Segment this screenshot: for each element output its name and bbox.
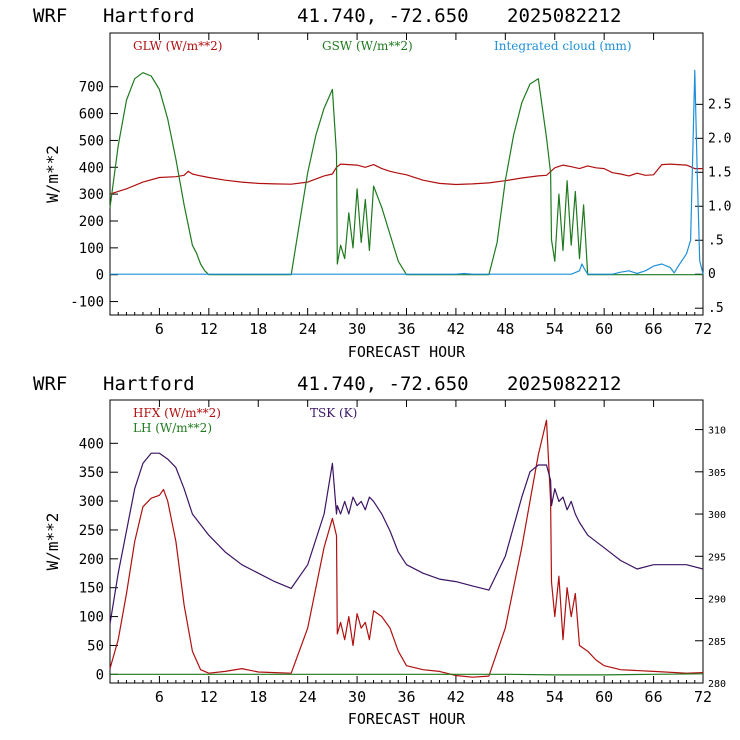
x-tick-label: 48: [496, 320, 514, 338]
y-axis-label: W/m**2: [43, 145, 62, 203]
x-tick-label: 72: [694, 320, 712, 338]
x-tick-label: 18: [249, 688, 267, 706]
x-tick-label: 48: [496, 688, 514, 706]
y2-tick-label: 295: [708, 552, 726, 563]
series-line-2: [109, 452, 704, 624]
y-tick-label: 600: [79, 107, 104, 123]
legend-entry: HFX (W/m**2): [133, 406, 221, 420]
chart-panel-1: WRF Hartford 41.740, -72.650 2025082212 6 12 1…: [33, 5, 731, 361]
series-line-2: [110, 69, 704, 275]
series-line-0: [109, 163, 703, 195]
x-tick-label: 60: [595, 320, 613, 338]
y-tick-label: 150: [79, 581, 104, 597]
x-tick-label: 60: [595, 688, 613, 706]
x-tick-label: 66: [645, 320, 663, 338]
header-location: Hartford: [103, 373, 195, 395]
x-tick-label: 6: [155, 688, 164, 706]
y-tick-label: 250: [79, 523, 104, 539]
y-axis-label: W/m**2: [43, 513, 62, 571]
x-tick-label: 6: [155, 320, 164, 338]
x-tick-label: 12: [200, 688, 218, 706]
legend-entry: Integrated cloud (mm): [494, 39, 632, 53]
plot-frame: [109, 399, 704, 684]
x-axis-label: FORECAST HOUR: [348, 710, 466, 728]
series-line-1: [110, 673, 704, 676]
y2-tick-label: 300: [708, 510, 726, 521]
y-tick-label: 0: [96, 667, 104, 683]
y-tick-label: -100: [70, 295, 104, 311]
y2-tick-label: 2.0: [708, 131, 731, 146]
y2-tick-label: 0: [708, 267, 716, 282]
x-tick-label: 24: [299, 320, 317, 338]
y2-tick-label: 1.0: [708, 199, 731, 214]
header-model: WRF: [33, 373, 67, 395]
x-tick-label: 72: [694, 688, 712, 706]
plot-frame: [109, 32, 704, 316]
y-tick-label: 500: [79, 133, 104, 149]
y2-tick-label: 2.5: [708, 97, 731, 112]
y-tick-label: 700: [79, 80, 104, 96]
series-line-1: [109, 72, 703, 276]
x-tick-label: 54: [546, 320, 564, 338]
x-tick-label: 36: [397, 688, 415, 706]
y-tick-label: 400: [79, 160, 104, 176]
series-line-0: [109, 419, 704, 678]
legend-entry: TSK (K): [310, 406, 357, 420]
x-tick-label: 24: [299, 688, 317, 706]
y-tick-label: 50: [87, 638, 104, 654]
y2-tick-label: .5: [708, 301, 724, 316]
y2-tick-label: 1.5: [708, 165, 731, 180]
header-run: 2025082212: [507, 5, 621, 27]
y-tick-label: 300: [79, 494, 104, 510]
y-tick-label: 350: [79, 465, 104, 481]
x-tick-label: 30: [348, 320, 366, 338]
x-tick-label: 18: [249, 320, 267, 338]
x-axis-label: FORECAST HOUR: [348, 343, 466, 361]
header-coords: 41.740, -72.650: [297, 5, 469, 27]
x-tick-label: 42: [447, 320, 465, 338]
y2-tick-label: 290: [708, 595, 726, 606]
y-tick-label: 0: [96, 268, 104, 284]
legend-entry: LH (W/m**2): [133, 421, 212, 435]
x-tick-label: 30: [348, 688, 366, 706]
x-tick-label: 54: [546, 688, 564, 706]
header-model: WRF: [33, 5, 67, 27]
x-tick-label: 36: [397, 320, 415, 338]
x-tick-label: 42: [447, 688, 465, 706]
y-tick-label: 400: [79, 436, 104, 452]
y2-tick-label: 280: [708, 679, 726, 690]
x-tick-label: 66: [645, 688, 663, 706]
y2-tick-label: 285: [708, 637, 726, 648]
y2-tick-label: 305: [708, 468, 726, 479]
legend-entry: GSW (W/m**2): [322, 39, 413, 53]
y-tick-label: 200: [79, 552, 104, 568]
y-tick-label: 100: [79, 241, 104, 257]
header-location: Hartford: [103, 5, 195, 27]
y2-tick-label: .5: [708, 233, 724, 248]
chart-panel-2: WRF Hartford 41.740, -72.650 2025082212 6 12 1…: [33, 373, 726, 728]
header-coords: 41.740, -72.650: [297, 373, 469, 395]
y2-tick-label: 310: [708, 426, 726, 437]
x-tick-label: 12: [200, 320, 218, 338]
y-tick-label: 200: [79, 214, 104, 230]
legend-entry: GLW (W/m**2): [133, 39, 222, 53]
header-run: 2025082212: [507, 373, 621, 395]
y-tick-label: 300: [79, 187, 104, 203]
y-tick-label: 100: [79, 610, 104, 626]
